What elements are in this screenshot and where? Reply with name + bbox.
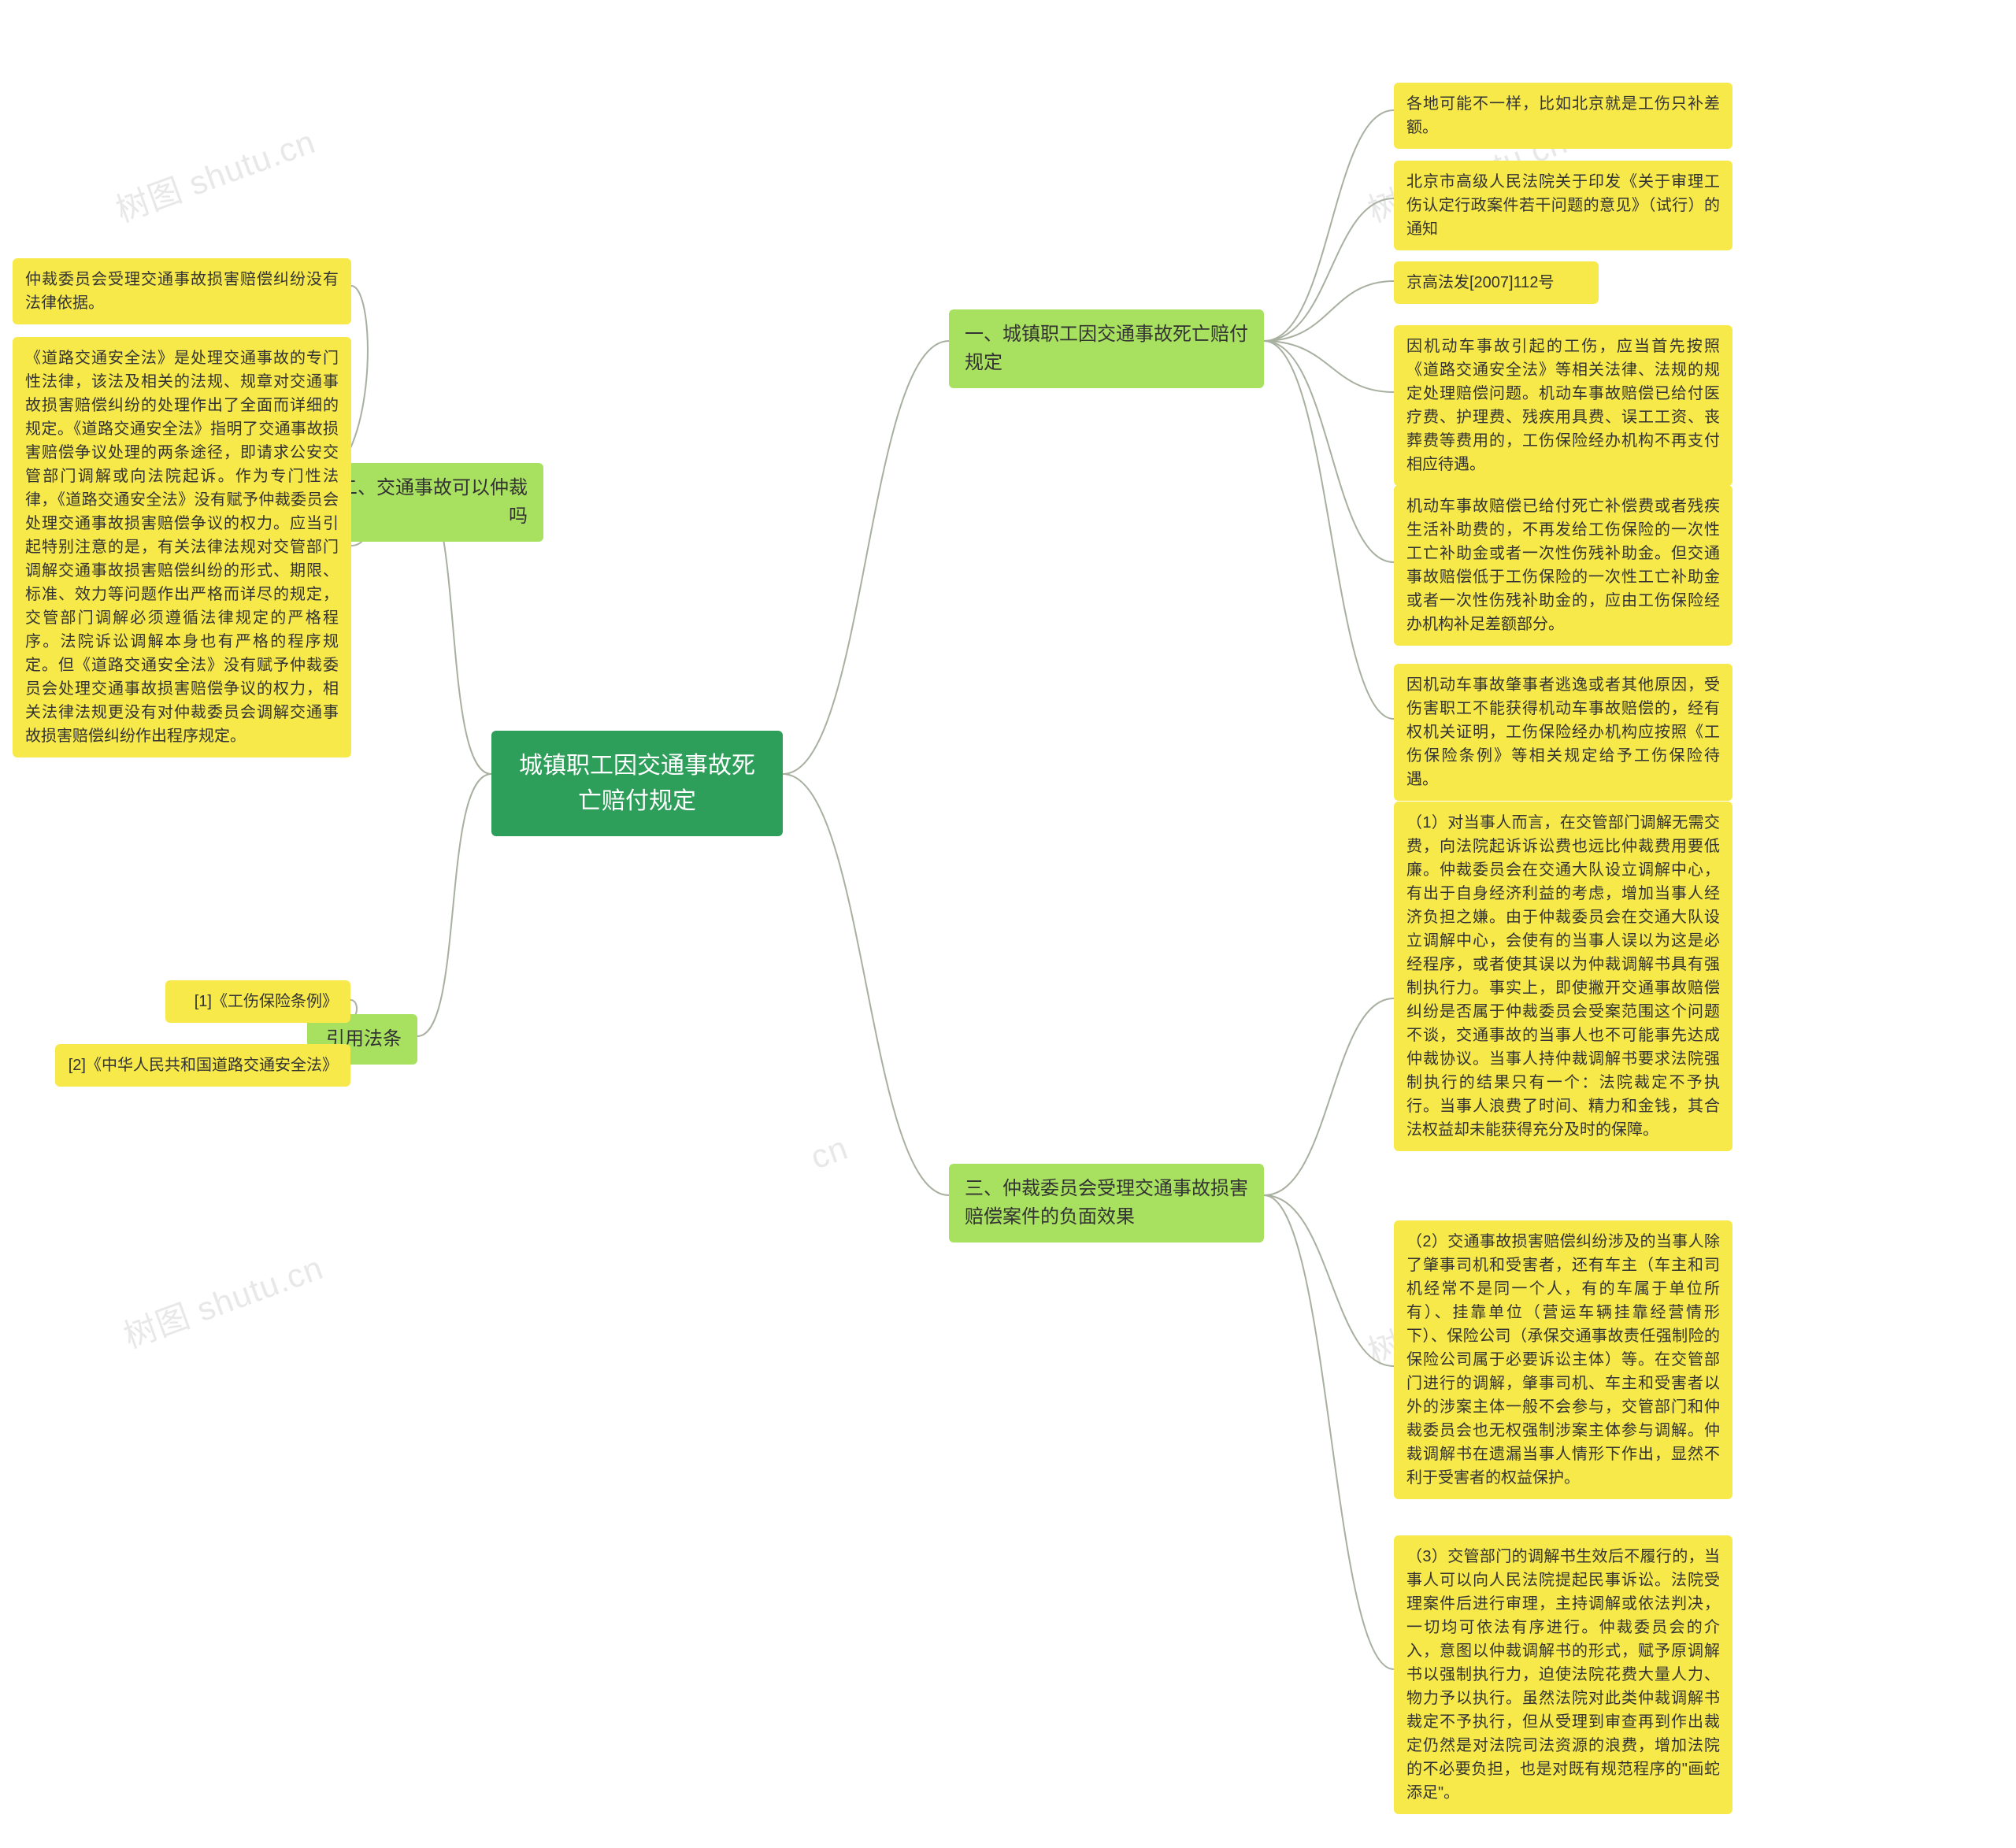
branch-3[interactable]: 三、仲裁委员会受理交通事故损害赔偿案件的负面效果 (949, 1164, 1264, 1242)
leaf-4-1[interactable]: [1]《工伤保险条例》 (165, 980, 350, 1023)
leaf-1-1[interactable]: 各地可能不一样，比如北京就是工伤只补差额。 (1394, 83, 1732, 149)
leaf-3-1[interactable]: （1）对当事人而言，在交管部门调解无需交费，向法院起诉诉讼费也远比仲裁费用要低廉… (1394, 802, 1732, 1151)
branch-1[interactable]: 一、城镇职工因交通事故死亡赔付规定 (949, 309, 1264, 388)
watermark: 树图 shutu.cn (109, 115, 321, 231)
leaf-1-6[interactable]: 因机动车事故肇事者逃逸或者其他原因，受伤害职工不能获得机动车事故赔偿的，经有权机… (1394, 664, 1732, 801)
leaf-2-1[interactable]: 仲裁委员会受理交通事故损害赔偿纠纷没有法律依据。 (13, 258, 351, 324)
mindmap-root[interactable]: 城镇职工因交通事故死亡赔付规定 (491, 731, 783, 836)
leaf-4-2[interactable]: [2]《中华人民共和国道路交通安全法》 (55, 1044, 350, 1087)
leaf-3-2[interactable]: （2）交通事故损害赔偿纠纷涉及的当事人除了肇事司机和受害者，还有车主（车主和司机… (1394, 1220, 1732, 1499)
leaf-3-3[interactable]: （3）交管部门的调解书生效后不履行的，当事人可以向人民法院提起民事诉讼。法院受理… (1394, 1535, 1732, 1814)
leaf-1-4[interactable]: 因机动车事故引起的工伤，应当首先按照《道路交通安全法》等相关法律、法规的规定处理… (1394, 325, 1732, 486)
watermark: 树图 shutu.cn (117, 1241, 329, 1357)
leaf-1-3[interactable]: 京高法发[2007]112号 (1394, 261, 1599, 304)
leaf-2-2[interactable]: 《道路交通安全法》是处理交通事故的专门性法律，该法及相关的法规、规章对交通事故损… (13, 337, 351, 757)
leaf-1-5[interactable]: 机动车事故赔偿已给付死亡补偿费或者残疾生活补助费的，不再发给工伤保险的一次性工亡… (1394, 485, 1732, 646)
watermark: cn (806, 1129, 853, 1177)
leaf-1-2[interactable]: 北京市高级人民法院关于印发《关于审理工伤认定行政案件若干问题的意见》（试行）的通… (1394, 161, 1732, 250)
